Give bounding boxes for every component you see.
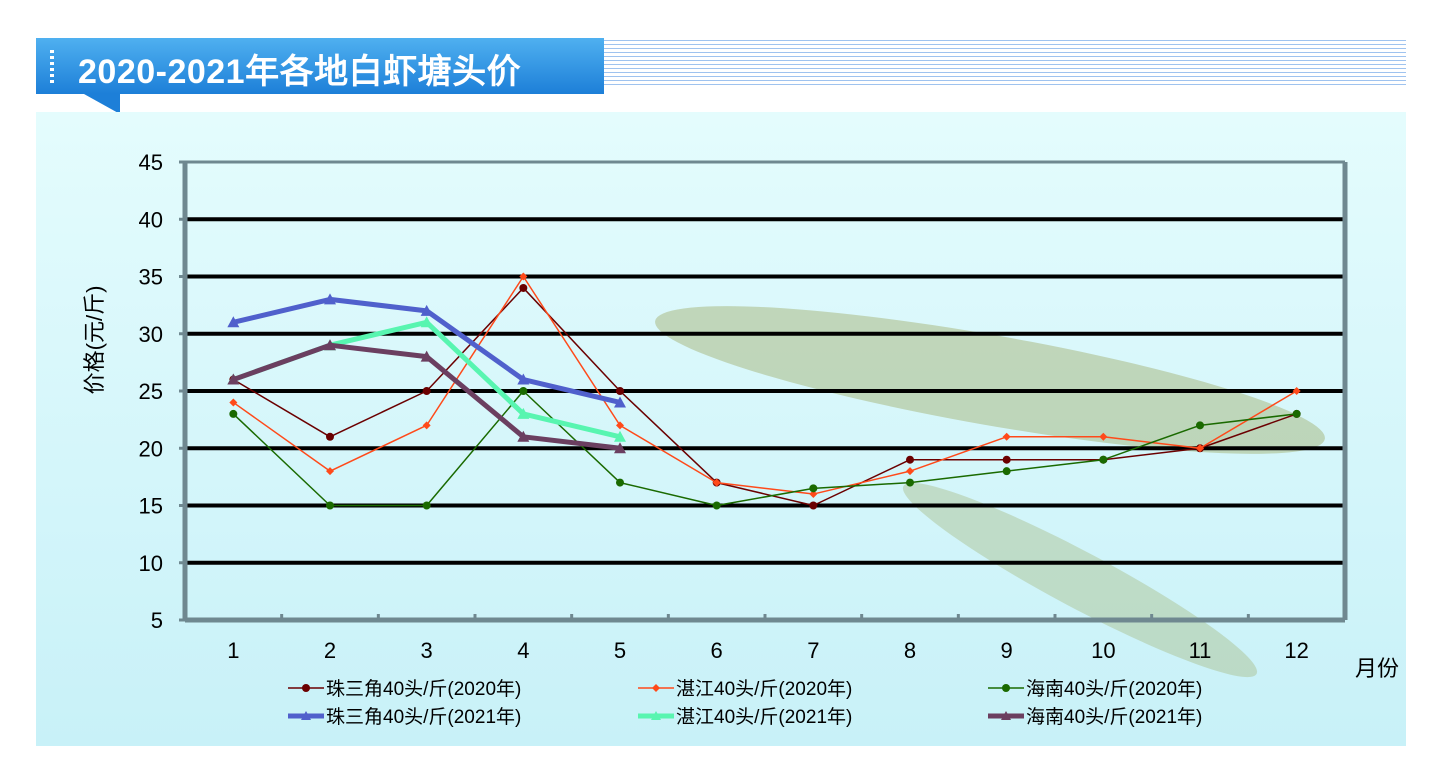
y-tick-label: 40 [139,207,163,232]
data-point [326,501,334,510]
data-point [1002,455,1011,464]
data-point [809,484,818,493]
data-point [324,339,336,351]
data-point [420,316,433,328]
data-point [517,407,530,419]
data-point [227,373,240,385]
data-point [227,316,240,328]
data-point [616,421,624,430]
legend-label: 珠三角40头/斤(2020年) [326,678,521,700]
data-point [1292,387,1301,395]
legend-marker [652,684,660,692]
legend-marker [1001,711,1011,720]
data-point [420,304,433,316]
data-point [229,409,238,418]
data-point [1099,432,1108,441]
y-tick-label: 25 [139,379,163,404]
x-tick-label: 3 [421,638,433,663]
legend-marker [651,711,661,720]
y-tick-label: 45 [139,150,163,175]
data-point [616,387,624,395]
x-axis-label: 月份 [1355,656,1399,681]
data-point [519,272,528,281]
data-point [1002,467,1011,476]
y-axis-label: 价格(元/斤) [82,286,107,395]
data-point [326,467,334,476]
data-point [614,430,626,442]
data-point [614,396,626,408]
y-tick-label: 35 [139,265,163,290]
data-point [422,421,431,430]
data-point [229,398,238,407]
x-tick-label: 12 [1284,638,1308,663]
legend-marker [1002,684,1010,692]
data-point [1002,432,1011,441]
data-point [1099,455,1108,464]
x-tick-label: 5 [614,638,626,663]
y-tick-label: 10 [139,551,163,576]
series-line-4 [232,319,621,440]
header-stripes [600,40,1406,88]
x-tick-label: 1 [227,638,239,663]
data-point [324,293,336,305]
page-title: 2020-2021年各地白虾塘头价 [78,53,522,91]
data-point [712,478,721,487]
y-tick-label: 15 [139,494,163,519]
x-tick-label: 11 [1189,638,1212,663]
data-point [614,442,626,454]
y-tick-label: 5 [151,608,163,633]
data-point [809,501,818,510]
data-point [1292,409,1301,418]
data-point [420,350,433,362]
data-point [517,430,530,442]
data-point [906,478,914,487]
data-point [517,373,530,385]
x-tick-label: 9 [1001,638,1013,663]
data-point [616,478,624,487]
banner-tail [84,94,120,114]
data-point [519,283,528,292]
data-point [1196,444,1204,453]
series-line-0 [232,287,1297,507]
legend-marker [302,684,310,692]
y-tick-label: 20 [139,436,163,461]
data-point [422,501,431,510]
y-tick-label: 30 [139,322,163,347]
legend-label: 海南40头/斤(2021年) [1026,706,1202,728]
legend-label: 海南40头/斤(2020年) [1026,678,1202,700]
series-line-2 [232,390,1297,507]
legend-label: 湛江40头/斤(2020年) [676,678,852,700]
data-point [326,432,334,441]
data-point [1196,421,1204,430]
data-point [519,387,528,395]
x-tick-label: 2 [324,638,336,663]
x-tick-label: 7 [807,638,819,663]
data-point [712,501,721,510]
banner-dots [50,50,54,84]
series-line-1 [232,275,1298,495]
x-tick-label: 4 [517,638,529,663]
shrimp-image [655,306,1325,454]
x-tick-label: 6 [711,638,723,663]
legend-label: 珠三角40头/斤(2021年) [326,706,521,728]
data-point [809,490,818,499]
x-tick-label: 10 [1091,638,1115,663]
data-point [906,467,914,476]
data-point [906,455,914,464]
data-point [422,387,431,395]
title-banner: 2020-2021年各地白虾塘头价 [36,38,604,94]
legend-label: 湛江40头/斤(2021年) [676,706,852,728]
legend-marker [301,711,311,720]
shrimp-image [902,482,1258,678]
x-tick-label: 8 [904,638,916,663]
